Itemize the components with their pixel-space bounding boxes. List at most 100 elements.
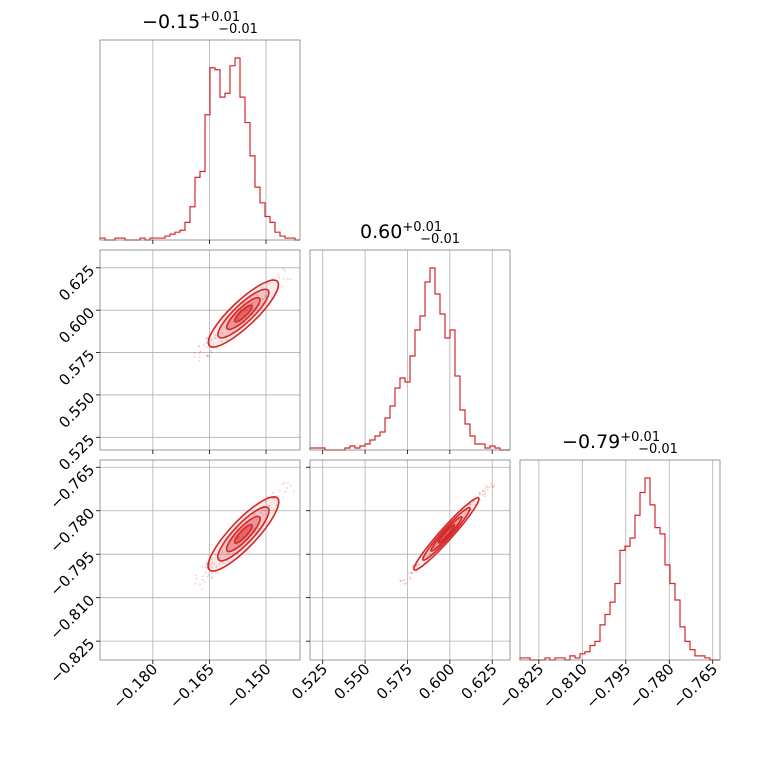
density-contour-3: [233, 523, 254, 544]
title-err-plus: +0.01: [620, 430, 660, 445]
x-tick-label: −0.150: [223, 660, 275, 712]
scatter-point: [198, 356, 201, 358]
y-tick-label: −0.810: [46, 591, 98, 643]
scatter-point: [198, 345, 201, 348]
scatter-point: [268, 505, 271, 507]
scatter-point: [206, 354, 209, 357]
histogram-line: [519, 477, 720, 661]
scatter-point: [236, 318, 239, 320]
scatter-point: [271, 491, 274, 494]
x-tick-label: 0.575: [373, 660, 416, 703]
scatter-point: [200, 588, 203, 591]
scatter-point: [211, 562, 213, 564]
x-tick-label: −0.825: [495, 660, 547, 712]
scatter-point: [287, 482, 289, 484]
scatter-point: [214, 337, 217, 339]
scatter-point: [237, 538, 240, 541]
scatter-point: [237, 316, 239, 319]
pair-panel-1-2: [306, 459, 511, 664]
scatter-point: [282, 496, 285, 499]
scatter-point: [209, 564, 212, 566]
y-tick-label: −0.795: [46, 548, 98, 600]
y-tick-label: −0.780: [46, 504, 98, 556]
scatter-point: [408, 576, 411, 579]
density-contour-0: [207, 279, 280, 348]
scatter-point: [467, 505, 470, 507]
scatter-point: [412, 565, 414, 568]
scatter-point: [256, 294, 259, 297]
scatter-point: [268, 504, 271, 507]
title-err-minus: −0.01: [638, 442, 678, 457]
scatter-point: [195, 577, 198, 580]
scatter-point: [205, 346, 208, 349]
scatter-point: [241, 536, 244, 539]
hist-panel-2: −0.79+0.01 −0.01: [519, 430, 721, 664]
scatter-point: [481, 493, 484, 496]
scatter-point: [262, 298, 265, 301]
scatter-point: [281, 285, 284, 288]
scatter-point: [211, 577, 214, 579]
x-tick-label: 0.625: [458, 660, 501, 703]
density-contour-1: [217, 288, 270, 339]
x-tick-label: −0.795: [582, 660, 634, 712]
scatter-point: [491, 485, 494, 488]
scatter-point: [218, 557, 221, 560]
scatter-point: [289, 485, 292, 487]
scatter-point: [478, 491, 481, 494]
scatter-point: [216, 347, 219, 350]
scatter-point: [410, 572, 413, 574]
histogram-line: [99, 57, 300, 241]
scatter-point: [264, 500, 267, 503]
scatter-point: [211, 572, 214, 574]
scatter-point: [493, 484, 495, 487]
scatter-point: [486, 485, 489, 488]
scatter-point: [275, 504, 278, 507]
scatter-point: [206, 355, 209, 358]
scatter-point: [198, 352, 201, 355]
scatter-point: [206, 354, 209, 357]
scatter-point: [411, 572, 413, 575]
scatter-point: [400, 580, 402, 583]
scatter-point: [253, 512, 255, 515]
scatter-point: [242, 314, 245, 316]
scatter-point: [225, 338, 227, 341]
scatter-point: [282, 277, 285, 280]
scatter-point: [195, 574, 198, 577]
scatter-point: [239, 313, 242, 316]
scatter-point: [204, 572, 207, 574]
scatter-point: [221, 551, 224, 554]
scatter-point: [483, 489, 486, 492]
scatter-point: [214, 334, 217, 337]
scatter-point: [236, 544, 239, 547]
scatter-point: [264, 294, 267, 297]
panel-frame: [309, 249, 511, 451]
scatter-point: [263, 509, 266, 512]
density-contour-3: [233, 304, 253, 323]
param-title-1: 0.60+0.01 −0.01: [360, 220, 460, 247]
pair-panel-0-1: [96, 249, 301, 454]
scatter-point: [272, 497, 274, 500]
panel-frame: [99, 39, 301, 241]
scatter-point: [479, 492, 481, 495]
scatter-point: [255, 293, 258, 296]
y-tick-label: 0.575: [55, 346, 98, 389]
scatter-point: [218, 563, 221, 566]
scatter-point: [418, 563, 420, 566]
scatter-point: [260, 511, 262, 514]
scatter-point: [210, 351, 213, 354]
scatter-point: [244, 309, 247, 312]
scatter-point: [273, 509, 276, 512]
panel-frame: [519, 459, 721, 661]
scatter-point: [226, 553, 229, 555]
scatter-point: [205, 342, 207, 345]
panel-frame: [309, 459, 511, 661]
scatter-point: [286, 278, 289, 280]
scatter-point: [193, 351, 196, 354]
scatter-point: [207, 573, 210, 576]
scatter-point: [242, 302, 245, 305]
scatter-point: [462, 516, 465, 519]
x-tick-label: −0.780: [626, 660, 678, 712]
scatter-point: [282, 268, 285, 270]
y-tick-label: 0.550: [55, 389, 98, 432]
scatter-point: [251, 302, 254, 305]
